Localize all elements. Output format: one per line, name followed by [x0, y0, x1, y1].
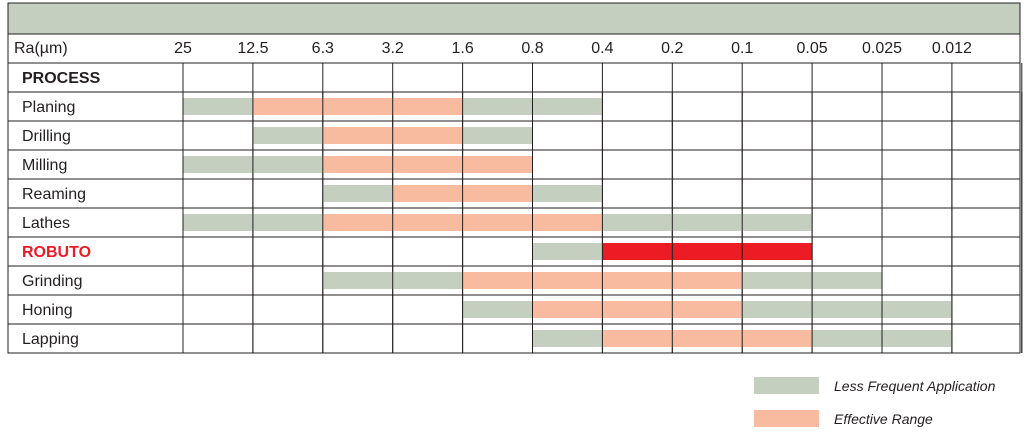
bars-layer — [182, 92, 1023, 353]
effective-range-bar — [602, 330, 813, 347]
process-label: Reaming — [22, 186, 86, 203]
column-label: 0.1 — [731, 40, 753, 57]
legend-effective-swatch — [754, 410, 819, 427]
column-label: 0.025 — [862, 40, 902, 57]
effective-range-bar — [322, 156, 533, 173]
section-label: PROCESS — [22, 70, 101, 87]
robuto-range-bar — [602, 243, 813, 260]
effective-range-bar — [252, 98, 463, 115]
header-band — [7, 2, 1021, 35]
column-label: 0.8 — [521, 40, 543, 57]
less-frequent-bar — [252, 127, 323, 144]
less-frequent-bar — [532, 330, 603, 347]
process-label: Lapping — [22, 331, 79, 348]
process-label: Grinding — [22, 273, 82, 290]
column-label: 0.2 — [661, 40, 683, 57]
less-frequent-bar — [742, 301, 952, 318]
column-label: 12.5 — [237, 40, 268, 57]
process-label: ROBUTO — [22, 244, 91, 261]
column-label: 0.012 — [932, 40, 972, 57]
process-label: Drilling — [22, 128, 71, 145]
process-label: Planing — [22, 99, 75, 116]
less-frequent-bar — [462, 127, 533, 144]
header-label: Ra(µm) — [14, 40, 68, 57]
less-frequent-bar — [532, 243, 603, 260]
process-label: Lathes — [22, 215, 70, 232]
row-labels: Planing Drilling Milling Reaming Lathes ROBUT… — [22, 99, 91, 348]
process-label: Honing — [22, 302, 73, 319]
column-label: 25 — [174, 40, 192, 57]
process-label: Milling — [22, 157, 67, 174]
legend-label: Less Frequent Application — [834, 378, 996, 394]
column-label: 3.2 — [382, 40, 404, 57]
less-frequent-bar — [322, 185, 393, 202]
effective-range-bar — [532, 301, 743, 318]
column-label: 1.6 — [451, 40, 473, 57]
column-label: 0.4 — [591, 40, 613, 57]
less-frequent-bar — [532, 185, 603, 202]
legend-less-frequent-swatch — [754, 377, 819, 394]
less-frequent-bar — [462, 301, 533, 318]
legend-label: Effective Range — [834, 411, 933, 427]
legend: Less Frequent Application Effective Range — [754, 377, 996, 427]
column-label: 6.3 — [312, 40, 334, 57]
column-label: 0.05 — [797, 40, 828, 57]
less-frequent-bar — [602, 214, 813, 231]
column-labels: 25 12.5 6.3 3.2 1.6 0.8 0.4 0.2 0.1 0.05 0.025 0.01… — [174, 40, 972, 57]
less-frequent-bar — [183, 98, 253, 115]
